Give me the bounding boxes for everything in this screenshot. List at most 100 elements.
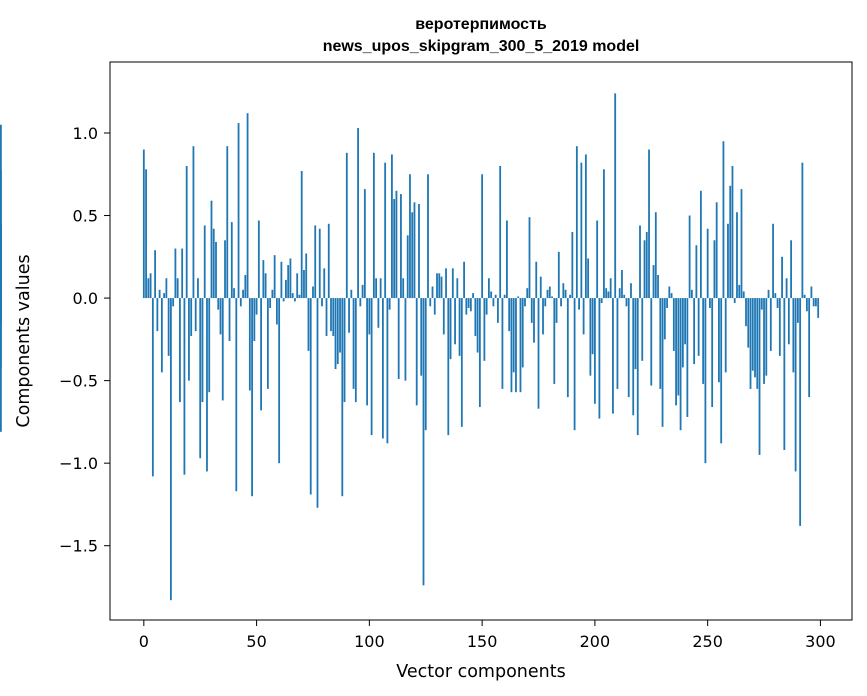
bar (280, 261, 283, 299)
plot-frame (109, 61, 853, 621)
bar (246, 113, 249, 299)
bar (422, 298, 425, 586)
bar (316, 298, 319, 508)
bar (551, 296, 553, 299)
bar (183, 298, 186, 475)
bar (632, 298, 635, 416)
bar (269, 298, 272, 308)
bar (420, 298, 423, 376)
bar (440, 276, 443, 299)
bar (158, 289, 161, 299)
bar (348, 298, 350, 333)
x-axis-label: Vector components (396, 662, 565, 682)
bar (778, 298, 781, 356)
bar (506, 220, 508, 299)
bar (336, 298, 339, 365)
bar (472, 293, 474, 299)
bar (142, 149, 145, 299)
bar (298, 294, 301, 299)
bar (530, 298, 533, 323)
bar (652, 265, 655, 299)
bar (307, 298, 310, 351)
bar (0, 170, 2, 299)
bar (661, 298, 664, 427)
bar (598, 298, 601, 419)
bar (639, 225, 641, 299)
bar (176, 278, 179, 299)
bar (169, 298, 172, 601)
x-tick-label: 200 (580, 632, 611, 651)
bar (334, 298, 337, 370)
bar (418, 203, 420, 299)
bar (616, 298, 619, 389)
bar (325, 298, 328, 337)
bar (625, 298, 628, 307)
bar (603, 169, 605, 299)
bar (206, 298, 208, 472)
bar (388, 298, 391, 310)
bar (557, 251, 560, 299)
bar (375, 278, 378, 299)
bar (456, 278, 459, 299)
bar (156, 298, 159, 332)
bar (188, 298, 190, 381)
bar (494, 294, 497, 299)
bar (772, 223, 774, 299)
bar (359, 298, 362, 307)
bar (147, 278, 150, 299)
bar (663, 298, 666, 340)
bar (212, 228, 215, 299)
y-tick-label: −1.0 (59, 454, 98, 473)
bar (548, 286, 551, 299)
bar (546, 289, 549, 299)
bar (192, 146, 195, 299)
bar (609, 278, 612, 299)
bar (668, 286, 671, 299)
bar (512, 298, 515, 373)
bar (363, 189, 366, 299)
bar (695, 245, 698, 299)
bar (239, 298, 242, 307)
bar (395, 190, 398, 299)
bar (675, 298, 677, 406)
bar (641, 298, 644, 361)
bar (262, 260, 265, 299)
bar (612, 298, 614, 414)
bar (756, 298, 759, 389)
bar (794, 298, 797, 472)
bar (174, 248, 177, 299)
bar (731, 166, 734, 299)
bar (769, 298, 772, 351)
bar (519, 298, 522, 393)
bar (409, 174, 411, 299)
bar (686, 298, 689, 417)
x-tick-label: 50 (246, 632, 266, 651)
bar (803, 294, 806, 299)
bar (427, 174, 429, 299)
bar (255, 298, 258, 315)
bar (458, 298, 461, 356)
bar (264, 273, 267, 299)
y-tick-label: −0.5 (59, 372, 98, 391)
bars-group (0, 93, 820, 601)
x-tick-label: 150 (467, 632, 498, 651)
bar (149, 273, 152, 299)
bar (318, 228, 321, 299)
bar (201, 298, 204, 403)
y-axis-ticks: −1.5 −1.0 −0.5 0.0 0.5 1.0 (59, 124, 110, 556)
bar (400, 194, 402, 299)
bar (810, 286, 813, 299)
bar (442, 298, 445, 335)
bar (350, 289, 353, 299)
bar (215, 241, 217, 299)
bar (190, 298, 193, 337)
bar (260, 298, 262, 411)
x-tick-label: 0 (139, 632, 149, 651)
bar (796, 298, 799, 323)
bar (718, 298, 720, 383)
bar (765, 298, 768, 376)
bar (424, 298, 427, 431)
bar (303, 270, 305, 299)
bar (575, 146, 578, 299)
x-tick-label: 100 (354, 632, 385, 651)
